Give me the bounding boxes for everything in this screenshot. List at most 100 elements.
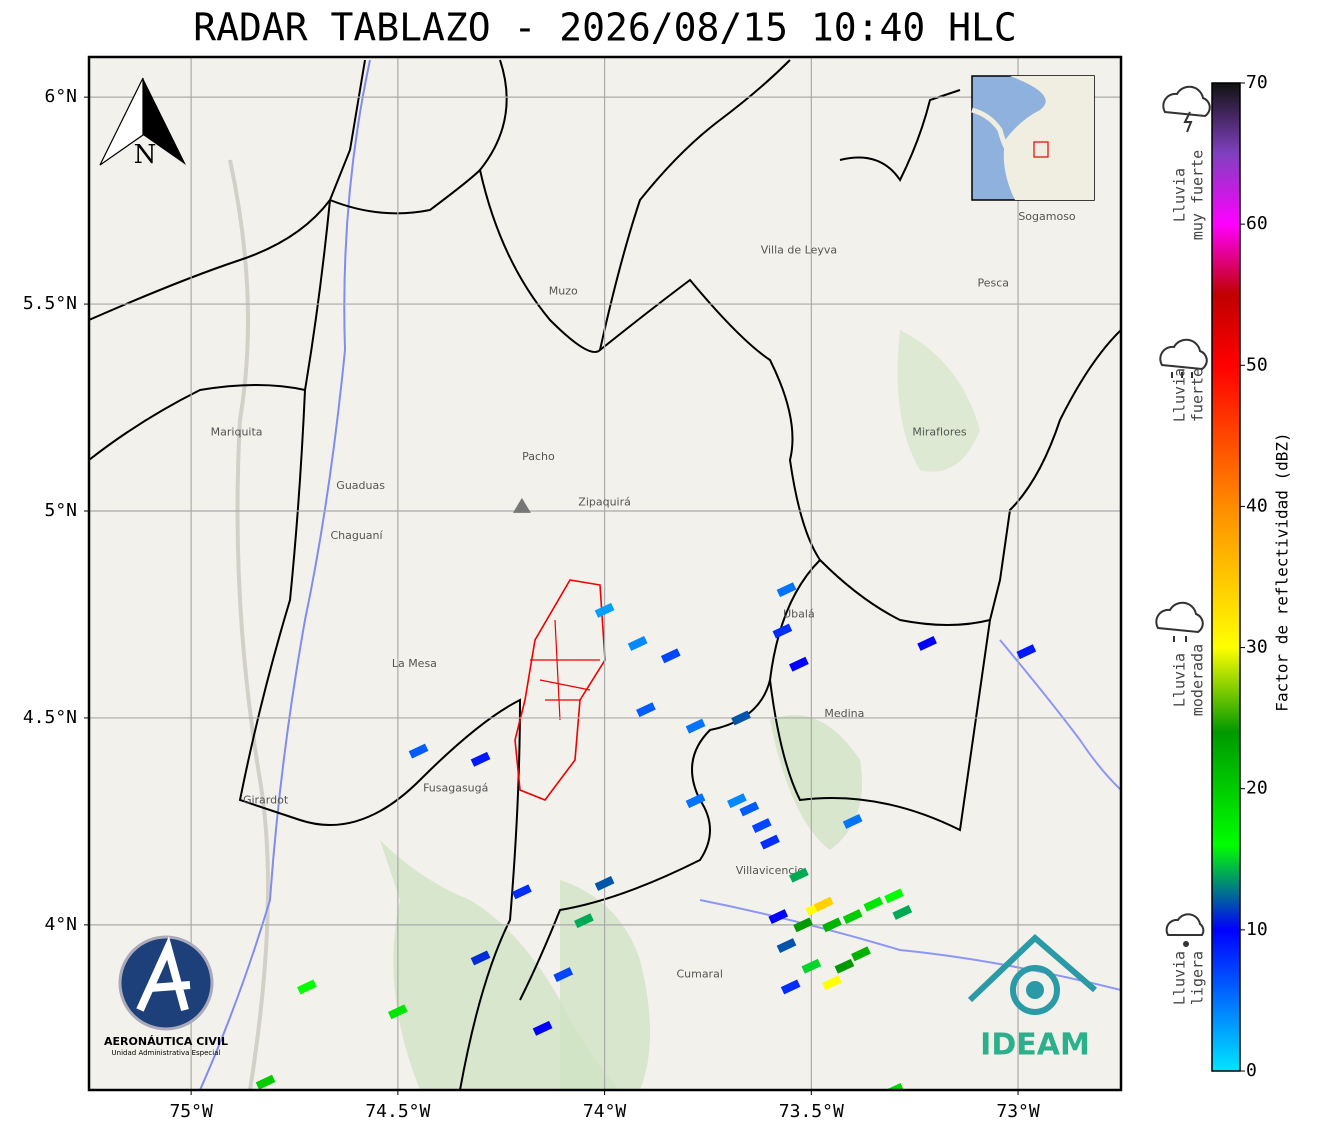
department-border	[89, 59, 366, 321]
legend-label: muy fuerte	[1189, 150, 1207, 240]
y-tick-label: 4.5°N	[23, 707, 77, 728]
axis-ticks: 75°W 74.5°W 74°W 73.5°W 73°W 4°N 4.5°N 5°N 5.5°N…	[23, 86, 1040, 1122]
radar-echo	[553, 967, 574, 982]
legend-label: Lluvia	[1171, 653, 1189, 707]
place-label: Villa de Leyva	[761, 243, 837, 256]
place-label: Chaguaní	[330, 529, 383, 542]
legend-label: Lluvia	[1171, 168, 1189, 222]
colorbar-tick-label: 60	[1246, 213, 1268, 234]
radar-echo	[884, 888, 904, 904]
place-label: Ubalá	[783, 607, 815, 620]
y-tick-label: 6°N	[44, 86, 77, 107]
x-tick-label: 74°W	[583, 1101, 627, 1122]
radar-echo	[892, 905, 913, 920]
radar-echo	[408, 743, 429, 759]
radar-echo	[863, 896, 884, 912]
place-label: Sogamoso	[1018, 210, 1076, 223]
colorbar	[1211, 82, 1241, 1072]
legend-label: Lluvia	[1171, 368, 1189, 422]
ideam-name: IDEAM	[980, 1028, 1090, 1063]
place-label: Muzo	[549, 285, 578, 298]
radar-echo	[470, 751, 491, 767]
place-label: Zipaquirá	[578, 496, 631, 509]
radar-echo	[842, 813, 863, 829]
radar-echo	[772, 623, 793, 639]
radar-echo	[594, 876, 615, 891]
radar-echo	[255, 1074, 276, 1090]
radar-echo	[727, 793, 747, 809]
radar-echo	[822, 917, 842, 933]
radar-echo	[789, 867, 809, 883]
radar-echo	[780, 979, 801, 995]
radar-echoes	[255, 582, 1037, 1090]
place-label: Cumaral	[676, 968, 722, 981]
river	[999, 639, 1121, 791]
legend-label: moderada	[1189, 644, 1207, 716]
place-label: Pesca	[977, 276, 1009, 289]
radar-echo	[574, 913, 594, 929]
radar-echo	[512, 884, 532, 900]
radar-echo	[813, 896, 834, 912]
aerocivil-name: AERONÁUTICA CIVIL	[104, 1035, 228, 1048]
radar-echo	[776, 582, 797, 598]
place-label: Miraflores	[912, 425, 967, 438]
radar-echo	[685, 793, 706, 809]
radar-echo	[731, 710, 751, 726]
radar-echo	[660, 648, 681, 664]
radar-echo	[776, 938, 797, 953]
colorbar-ticks: 0 10 20 30 40 50 60 70	[1240, 72, 1268, 1081]
place-label: Guaduas	[336, 479, 385, 492]
department-border	[89, 384, 522, 1090]
radar-echo	[768, 909, 789, 925]
colorbar-tick-label: 20	[1246, 778, 1268, 799]
colorbar-tick-label: 70	[1246, 72, 1268, 93]
department-border	[304, 168, 1121, 626]
y-tick-label: 5°N	[44, 500, 77, 521]
radar-echo	[297, 979, 317, 995]
radar-echo	[532, 1020, 553, 1036]
y-tick-label: 5.5°N	[23, 293, 77, 314]
place-label: Villavicencio	[736, 864, 805, 877]
basemap: Villavicencio Villa de Leyva Sogamoso Zipaq…	[89, 57, 1121, 1090]
colorbar-label: Factor de reflectividad (dBZ)	[1273, 432, 1292, 711]
forest	[897, 330, 980, 472]
colorbar-tick-label: 30	[1246, 637, 1268, 658]
radar-echo	[851, 946, 871, 962]
weather-icons	[1155, 85, 1211, 947]
bogota-localities	[530, 619, 600, 721]
colorbar-tick-label: 0	[1246, 1060, 1257, 1081]
aerocivil-logo: AERONÁUTICA CIVIL Unidad Administrativa …	[104, 935, 228, 1057]
places: Villavicencio Villa de Leyva Sogamoso Zipaq…	[211, 210, 1076, 980]
legend-label: fuerte	[1189, 368, 1207, 422]
radar-echo	[917, 636, 937, 651]
place-label: Fusagasugá	[423, 781, 488, 794]
y-tick-label: 4°N	[44, 914, 77, 935]
radar-echo	[793, 917, 813, 933]
aerocivil-sub: Unidad Administrativa Especial	[112, 1049, 221, 1057]
legend-label: Lluvia	[1171, 951, 1189, 1005]
x-tick-label: 73°W	[996, 1101, 1040, 1122]
radar-site	[512, 497, 531, 513]
radar-echo	[594, 602, 615, 618]
north-label: N	[134, 140, 157, 170]
radar-echo	[884, 1082, 904, 1090]
place-label: Pacho	[522, 450, 555, 463]
place-label: Mariquita	[211, 425, 263, 438]
radar-echo	[685, 718, 706, 734]
radar-echo	[739, 801, 760, 817]
ideam-logo: IDEAM	[967, 933, 1097, 1063]
radar-echo	[842, 909, 863, 925]
title: RADAR TABLAZO - 2026/08/15 10:40 HLC	[193, 6, 1017, 50]
department-border	[479, 59, 961, 351]
place-label: Medina	[824, 707, 864, 720]
radar-echo	[801, 958, 822, 974]
radar-echo	[1016, 644, 1037, 660]
grid	[89, 57, 1121, 1090]
radar-echo	[636, 702, 656, 718]
colorbar-tick-label: 40	[1246, 495, 1268, 516]
radar-echo	[760, 834, 780, 850]
x-tick-label: 75°W	[169, 1101, 213, 1122]
radar-echo	[822, 975, 842, 991]
